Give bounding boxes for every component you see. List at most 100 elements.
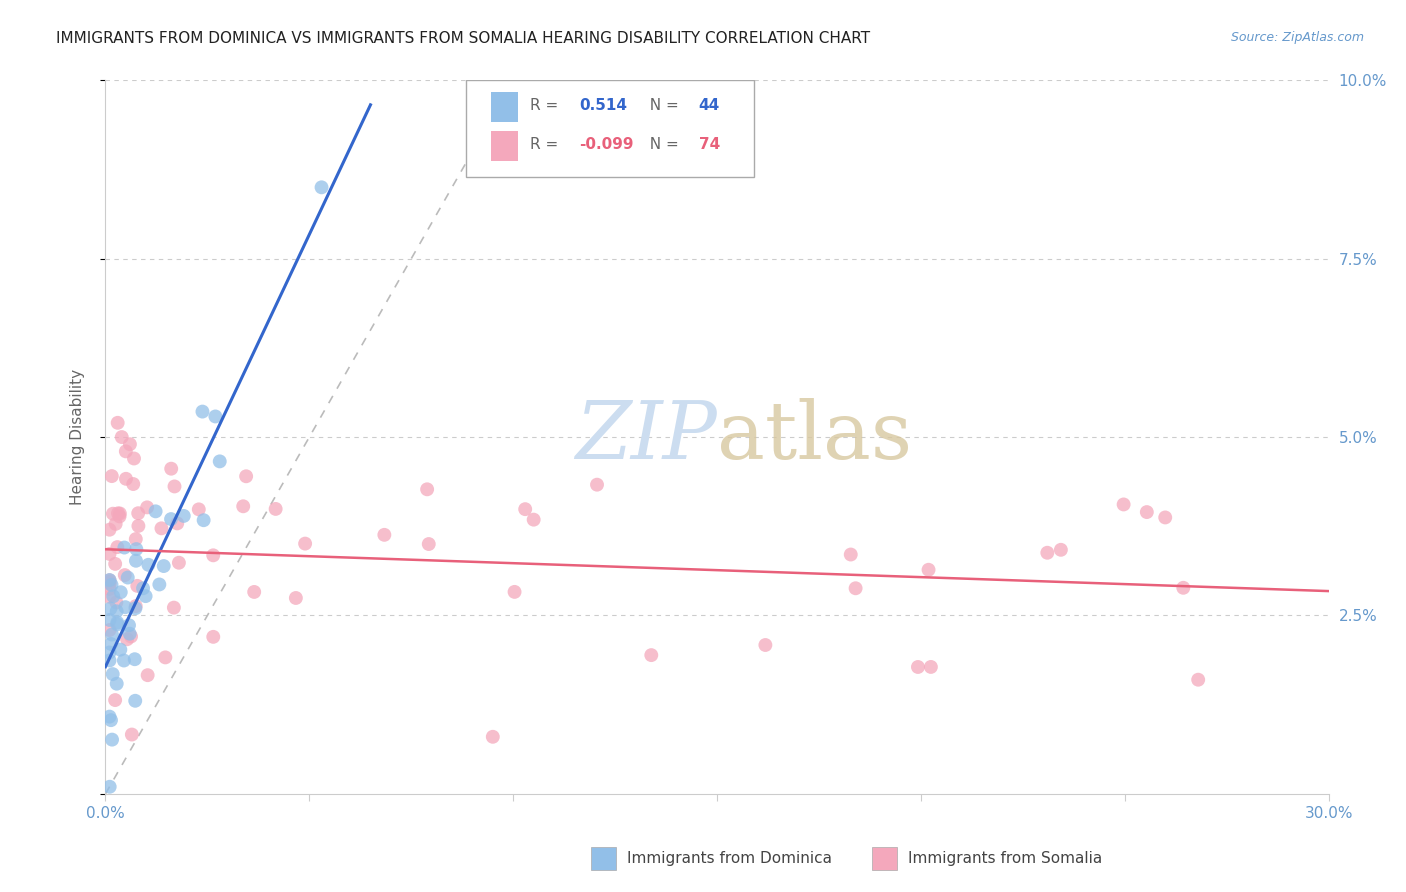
Point <box>125 599 148 613</box>
Point <box>148 577 170 591</box>
Point <box>202 549 225 563</box>
Point <box>136 668 159 682</box>
Point <box>100 578 122 592</box>
Bar <box>491 92 517 122</box>
Point <box>125 554 148 568</box>
Point <box>118 618 141 632</box>
Point <box>101 732 124 747</box>
Point <box>107 506 129 520</box>
Point <box>122 451 145 466</box>
Point <box>108 507 131 521</box>
Point <box>98 780 121 794</box>
Point <box>754 638 776 652</box>
Point <box>104 516 127 531</box>
Point <box>125 532 148 546</box>
Point <box>98 646 121 660</box>
Point <box>98 590 121 604</box>
Point <box>132 581 155 595</box>
Point <box>208 454 231 468</box>
Point <box>1154 510 1177 524</box>
Point <box>101 507 124 521</box>
Point <box>104 693 127 707</box>
Point <box>98 547 121 561</box>
Point <box>105 604 128 618</box>
Text: N =: N = <box>640 137 683 153</box>
Point <box>98 573 121 587</box>
Point <box>127 519 149 533</box>
Point <box>124 601 146 615</box>
Point <box>122 477 145 491</box>
Point <box>124 694 146 708</box>
Point <box>586 477 609 491</box>
Point <box>523 513 546 527</box>
Point <box>503 585 526 599</box>
Point <box>243 585 266 599</box>
Point <box>110 642 132 657</box>
Point <box>124 652 146 666</box>
Point <box>416 483 439 497</box>
Text: Immigrants from Dominica: Immigrants from Dominica <box>627 851 832 866</box>
Point <box>115 472 138 486</box>
Point <box>135 589 157 603</box>
Point <box>173 508 195 523</box>
Point <box>418 537 440 551</box>
Point <box>103 589 125 603</box>
Point <box>114 600 136 615</box>
Point <box>160 512 183 526</box>
Point <box>127 579 149 593</box>
Point <box>373 528 395 542</box>
Point <box>150 521 173 535</box>
Point <box>1173 581 1195 595</box>
Point <box>1136 505 1159 519</box>
Point <box>98 709 121 723</box>
Point <box>163 479 186 493</box>
Point <box>111 430 134 444</box>
Point <box>100 713 122 727</box>
Point <box>839 548 862 562</box>
Point <box>284 591 307 605</box>
Text: R =: R = <box>530 98 562 113</box>
Point <box>98 613 121 627</box>
Point <box>107 416 129 430</box>
Point <box>138 558 160 572</box>
Point <box>202 630 225 644</box>
Point <box>120 630 142 644</box>
Point <box>481 730 505 744</box>
Point <box>264 502 287 516</box>
Text: Immigrants from Somalia: Immigrants from Somalia <box>908 851 1102 866</box>
Point <box>118 626 141 640</box>
Point <box>105 676 128 690</box>
Point <box>110 585 132 599</box>
Point <box>125 542 148 557</box>
Point <box>845 581 868 595</box>
Text: 44: 44 <box>699 98 720 113</box>
Point <box>1050 542 1073 557</box>
Point <box>108 509 131 524</box>
Point <box>98 623 121 637</box>
Point <box>98 582 121 596</box>
Point <box>127 506 149 520</box>
Y-axis label: Hearing Disability: Hearing Disability <box>70 369 84 505</box>
Point <box>112 541 135 555</box>
Point <box>193 513 215 527</box>
Point <box>204 409 226 424</box>
Point <box>118 437 141 451</box>
Point <box>187 502 209 516</box>
Point <box>920 660 942 674</box>
Point <box>907 660 929 674</box>
Point <box>115 632 138 647</box>
Text: -0.099: -0.099 <box>579 137 633 153</box>
Point <box>294 536 316 550</box>
Point <box>167 556 190 570</box>
Point <box>112 653 135 667</box>
Point <box>100 637 122 651</box>
Point <box>917 563 939 577</box>
Point <box>136 500 159 515</box>
Point <box>98 523 121 537</box>
Point <box>98 576 121 591</box>
Point <box>640 648 662 662</box>
Text: N =: N = <box>640 98 683 113</box>
Point <box>105 595 128 609</box>
Point <box>515 502 537 516</box>
Point <box>105 540 128 554</box>
